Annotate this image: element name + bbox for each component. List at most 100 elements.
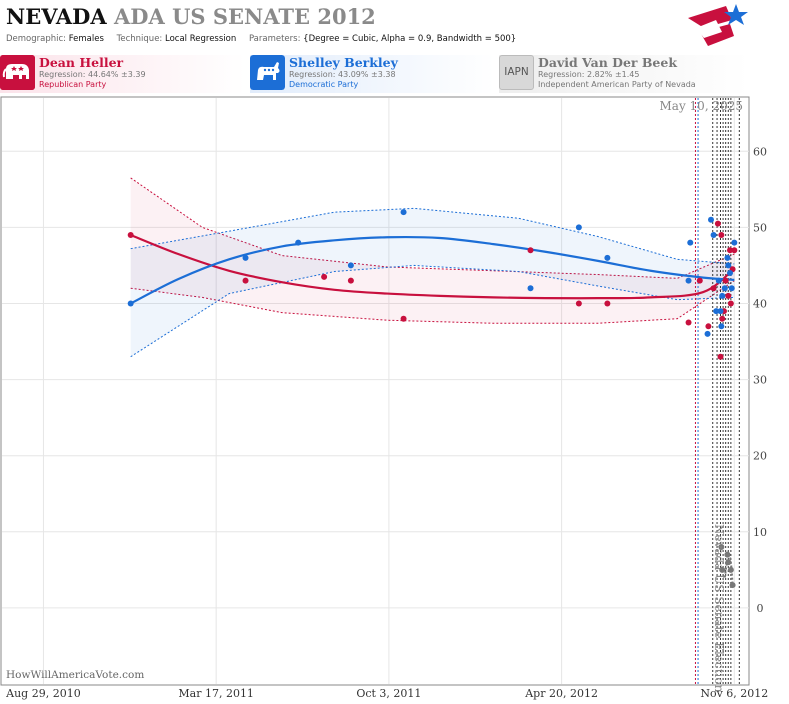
candidate-regression: Regression: 2.82% ±1.45: [538, 70, 640, 79]
candidate-name: Dean Heller: [39, 55, 124, 70]
data-point: [727, 270, 734, 277]
data-point: [527, 285, 534, 292]
data-point: [725, 559, 732, 566]
candidate-party: Democratic Party: [289, 80, 359, 89]
candidate-regression: Regression: 44.64% ±3.39: [39, 70, 146, 79]
data-point: [728, 285, 735, 292]
watermark: HowWillAmericaVote.com: [6, 669, 144, 681]
band-upper-line: [130, 207, 735, 265]
data-point: [705, 323, 712, 330]
parameters-value: {Degree = Cubic, Alpha = 0.9, Bandwidth …: [303, 34, 517, 44]
demographic-value: Females: [68, 34, 104, 44]
data-point: [719, 566, 726, 573]
data-point: [727, 247, 734, 254]
demographic-label: Demographic:: [6, 34, 67, 44]
x-tick-label: Nov 6, 2012: [700, 687, 768, 700]
chart-area: 0 10 20 30 40 50 60 Aug 29, 2010 Mar 17, 2011 Oc…: [0, 96, 768, 700]
x-tick-label: Aug 29, 2010: [5, 687, 81, 700]
data-point: [725, 292, 732, 299]
data-point: [347, 277, 354, 284]
data-point: [718, 231, 725, 238]
data-point: [575, 300, 582, 307]
trend-line-shelley-berkley: [130, 235, 735, 305]
data-point: [724, 254, 731, 261]
data-point: [127, 231, 134, 238]
data-point: [717, 353, 724, 360]
candidate-name: Shelley Berkley: [289, 55, 398, 70]
data-point: [242, 277, 249, 284]
data-point: [727, 566, 734, 573]
data-point: [713, 308, 720, 315]
data-point: [722, 277, 729, 284]
data-point: [242, 254, 249, 261]
data-point: [604, 300, 611, 307]
candidate-card-vanderbeek: IAPN David Van Der Beek Regression: 2.82…: [499, 55, 749, 93]
parameters-line: Demographic: Females Technique: Local Re…: [6, 34, 526, 44]
data-point: [127, 300, 134, 307]
data-point: [321, 273, 328, 280]
data-point: [715, 277, 722, 284]
iapn-logo: IAPN: [499, 55, 534, 90]
candidate-party: Independent American Party of Nevada: [538, 80, 696, 89]
technique-label: Technique:: [116, 34, 163, 44]
x-tick-label: Mar 17, 2011: [178, 687, 254, 700]
candidate-legend: Dean Heller Regression: 44.64% ±3.39 Rep…: [0, 55, 749, 93]
page-title: NEVADA ADA US SENATE 2012: [6, 4, 376, 29]
candidate-card-heller: Dean Heller Regression: 44.64% ±3.39 Rep…: [0, 55, 245, 93]
band-lower-line: [130, 280, 735, 324]
data-point: [704, 330, 711, 337]
x-tick-labels: Aug 29, 2010 Mar 17, 2011 Oct 3, 2011 Apr 2…: [5, 687, 768, 700]
y-tick-label: 40: [753, 297, 767, 310]
data-point: [687, 239, 694, 246]
candidate-name: David Van Der Beek: [538, 55, 677, 70]
data-point: [604, 254, 611, 261]
title-rest: ADA US SENATE 2012: [113, 4, 376, 29]
data-point: [718, 544, 725, 551]
site-logo-icon: [688, 4, 748, 46]
y-tick-label: 50: [753, 221, 767, 234]
data-point: [400, 209, 407, 216]
data-point: [717, 308, 724, 315]
data-point: [527, 247, 534, 254]
technique-value: Local Regression: [165, 34, 237, 44]
elephant-icon: [0, 55, 35, 90]
data-point: [400, 315, 407, 322]
data-point: [719, 315, 726, 322]
data-point: [731, 247, 738, 254]
title-state: NEVADA: [6, 4, 107, 29]
header: NEVADA ADA US SENATE 2012 Demographic: F…: [0, 0, 789, 52]
data-point: [710, 231, 717, 238]
data-point: [719, 292, 726, 299]
poll-date-lines: [694, 98, 740, 684]
data-point: [575, 224, 582, 231]
data-point: [295, 239, 302, 246]
data-point: [714, 220, 721, 227]
data-point: [729, 582, 736, 589]
y-tick-label: 30: [753, 374, 767, 387]
candidate-party: Republican Party: [39, 80, 107, 89]
data-point: [710, 285, 717, 292]
x-tick-label: Oct 3, 2011: [356, 687, 421, 700]
data-point: [725, 262, 732, 269]
data-point: [718, 323, 725, 330]
candidate-card-berkley: Shelley Berkley Regression: 43.09% ±3.38…: [250, 55, 495, 93]
y-tick-label: 10: [753, 526, 767, 539]
data-point: [696, 277, 703, 284]
y-tick-label: 60: [753, 145, 767, 158]
y-tick-labels: 0 10 20 30 40 50 60: [753, 145, 767, 615]
y-tick-label: 0: [757, 602, 764, 615]
candidate-regression: Regression: 43.09% ±3.38: [289, 70, 396, 79]
data-point: [685, 277, 692, 284]
band-upper-line: [130, 177, 735, 279]
data-point: [727, 300, 734, 307]
data-point: [347, 262, 354, 269]
confidence-band-0: [130, 177, 735, 324]
current-date-label: May 10, 2025: [660, 99, 743, 113]
plot-frame: [0, 96, 750, 686]
election-label: Nevada US Senate Election: [712, 524, 726, 693]
data-point: [731, 239, 738, 246]
parameters-label: Parameters:: [248, 34, 301, 44]
trend-line-dean-heller: [130, 233, 736, 300]
data-point: [721, 285, 728, 292]
donkey-icon: [250, 55, 285, 90]
